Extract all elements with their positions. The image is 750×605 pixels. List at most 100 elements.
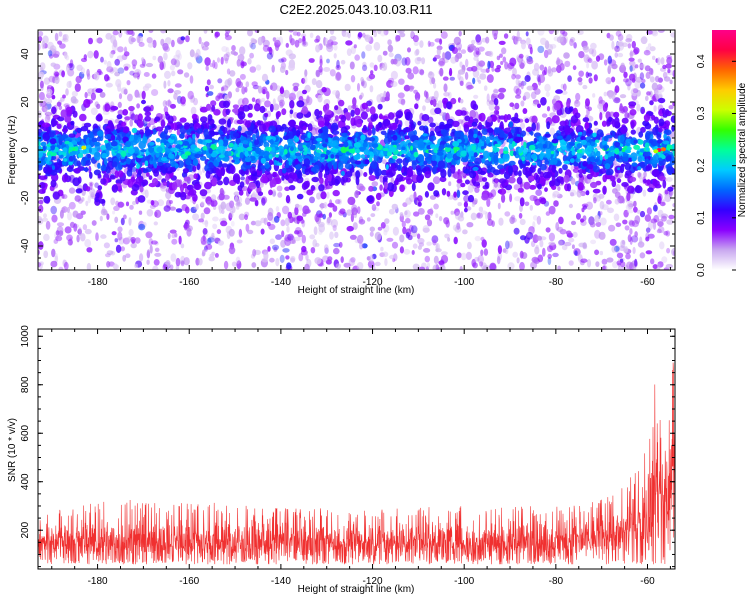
spectrogram-cell (392, 226, 399, 236)
spectrogram-cell (639, 177, 644, 184)
spectrogram-cell (504, 61, 509, 70)
spectrogram-cell (344, 83, 351, 92)
spectrogram-cell (104, 74, 110, 82)
spectrogram-cell (333, 242, 341, 248)
spectrogram-cell (479, 73, 487, 80)
spectrogram-cell (99, 215, 103, 222)
spectrogram-cell (229, 70, 236, 77)
spectrogram-cell (235, 87, 240, 93)
spectrogram-cell (122, 126, 130, 133)
spectrogram-cell (633, 47, 640, 55)
spectrogram-cell (629, 228, 633, 235)
spectrogram-cell (349, 234, 357, 240)
spectrogram-cell (585, 98, 590, 107)
spectrogram-cell (433, 203, 439, 210)
spectrogram-cell (42, 132, 50, 142)
spectrogram-cell (430, 99, 434, 106)
spectrogram-cell (586, 62, 590, 69)
spectrogram-cell (95, 114, 103, 122)
spectrogram-cell (451, 120, 460, 128)
spectrogram-cell (89, 171, 93, 179)
spectrogram-cell (228, 176, 233, 181)
spectrogram-cell (667, 186, 674, 192)
spectrogram-cell (598, 231, 606, 240)
spectrogram-cell (395, 34, 399, 43)
spectrogram-cell (235, 256, 241, 264)
spectrogram-cell (217, 57, 220, 63)
spectrogram-cell (326, 217, 333, 226)
spectrogram-cell (352, 222, 358, 230)
spectrogram-cell (544, 187, 548, 193)
spectrogram-cell (354, 54, 361, 61)
spectrogram-cell (621, 182, 629, 187)
spectrogram-cell (246, 229, 254, 235)
spectrogram-cell (329, 169, 337, 174)
spectrogram-cell (611, 76, 616, 83)
spectrogram-cell (373, 30, 378, 38)
spectrogram-cell (340, 256, 344, 263)
spectrogram-cell (100, 234, 107, 239)
spectrogram-cell (272, 244, 279, 251)
spectrogram-cell (106, 213, 110, 220)
spectrogram-cell (237, 54, 245, 62)
spectrogram-cell (159, 61, 164, 71)
spectrogram-cell (526, 58, 534, 65)
spectrogram-cell (429, 122, 436, 128)
spectrogram-cell (362, 80, 367, 89)
spectrogram-cell (659, 201, 666, 207)
spectrogram-cell (288, 53, 296, 60)
spectrogram-cell (467, 184, 474, 193)
spectrogram-cell (324, 109, 332, 115)
spectrogram-cell (38, 173, 41, 180)
spectrogram-cell (260, 175, 268, 184)
spectrogram-cell (264, 161, 271, 169)
spectrogram-cell (279, 101, 284, 109)
spectrogram-cell (332, 224, 337, 232)
spectrogram-cell (605, 134, 613, 139)
spectrogram-cell (266, 91, 270, 100)
spectrogram-cell (303, 75, 308, 84)
spectrogram-cell (479, 261, 484, 267)
spectrogram-cell (275, 42, 280, 52)
spectrogram-cell (340, 115, 347, 123)
spectrogram-cell (629, 73, 636, 81)
spectrogram-cell (180, 243, 185, 249)
spectrogram-cell (332, 90, 339, 95)
spectrogram-cell (429, 195, 437, 200)
spectrogram-cell (229, 165, 236, 175)
spectrogram-cell (547, 245, 553, 253)
spectrogram-cell (500, 61, 504, 65)
spectrogram-cell (54, 253, 59, 260)
spectrogram-cell (631, 40, 636, 49)
spectrogram-cell (497, 245, 502, 255)
spectrogram-cell (466, 206, 472, 211)
spectrogram-cell (645, 158, 650, 164)
spectrogram-cell (345, 40, 353, 46)
spectrogram-cell (613, 111, 620, 118)
spectrogram-cell (87, 88, 95, 94)
spectrogram-cell (432, 176, 441, 185)
spectrogram-cell (68, 187, 76, 194)
spectrogram-cell (377, 103, 383, 110)
spectrogram-cell (625, 38, 633, 43)
spectrogram-cell (498, 188, 507, 195)
spectrogram-cell (373, 41, 381, 51)
spectrogram-cell (407, 234, 413, 241)
spectrogram-cell (304, 263, 310, 270)
spectrogram-cell (658, 118, 665, 127)
spectrogram-cell (206, 200, 212, 206)
spectrogram-cell (230, 220, 235, 227)
spectrogram-cell (60, 109, 67, 118)
spectrogram-cell (396, 174, 404, 182)
spectrogram-cell (445, 219, 450, 228)
spectrogram-cell (310, 247, 316, 254)
spectrogram-cell (165, 100, 172, 106)
spectrogram-cell (586, 258, 592, 268)
spectrogram-cell (252, 249, 257, 257)
spectrogram-cell (433, 255, 439, 264)
spectrogram-cell (154, 252, 162, 257)
spectrogram-cell (276, 110, 281, 118)
spectrogram-cell (179, 184, 185, 193)
spectrogram-cell (259, 105, 266, 114)
